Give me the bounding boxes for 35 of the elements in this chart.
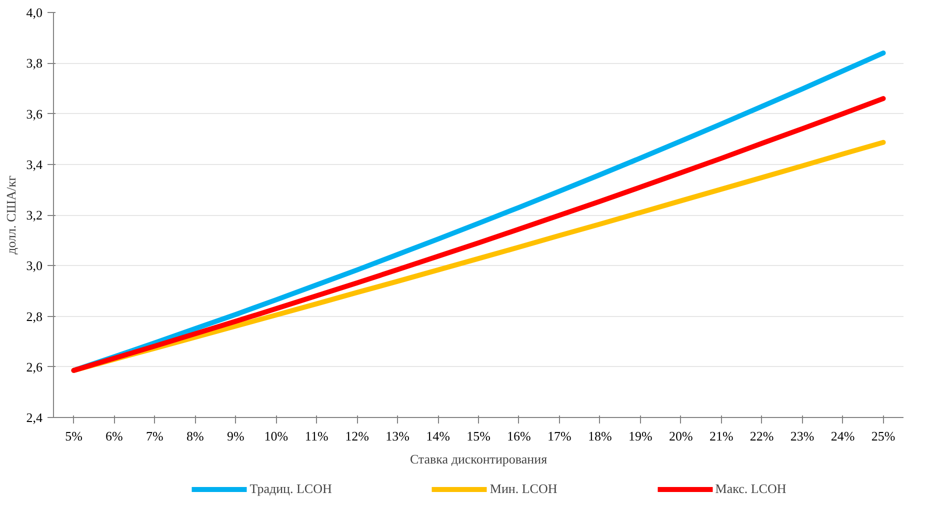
x-tick-label: 6% [106, 428, 124, 444]
x-tick-label: 5% [65, 428, 83, 444]
x-tick-label: 19% [628, 428, 652, 444]
x-tick-label: 17% [548, 428, 572, 444]
x-tick-label: 18% [588, 428, 612, 444]
legend-label: Мин. LCOH [490, 481, 558, 497]
legend-label: Макс. LCOH [715, 481, 786, 497]
y-tick-label: 3,8 [26, 56, 42, 71]
y-tick-label: 4,0 [26, 5, 42, 20]
x-tick-label: 21% [709, 428, 734, 444]
legend-label: Традиц. LCOH [250, 481, 332, 497]
x-tick-label: 10% [264, 428, 288, 444]
x-tick-label: 16% [507, 428, 532, 444]
x-tick-label: 24% [830, 428, 855, 444]
x-axis-title: Ставка дисконтирования [410, 452, 548, 466]
x-tick-label: 14% [426, 428, 450, 444]
x-tick-label: 20% [668, 428, 693, 444]
y-tick-label: 3,0 [26, 258, 42, 274]
y-axis-title: долл. США/кг [3, 176, 18, 254]
y-tick-label: 2,6 [26, 359, 43, 374]
y-tick-label: 2,4 [26, 410, 43, 425]
y-tick-label: 3,4 [26, 156, 43, 172]
x-tick-label: 25% [871, 428, 896, 444]
x-tick-label: 22% [750, 428, 774, 444]
x-tick-label: 23% [790, 428, 814, 444]
x-tick-label: 8% [186, 428, 204, 444]
x-tick-label: 12% [345, 428, 370, 444]
x-tick-label: 7% [146, 428, 164, 444]
y-tick-label: 3,6 [26, 106, 43, 122]
y-tick-label: 2,8 [26, 308, 42, 324]
x-tick-label: 11% [304, 428, 328, 444]
x-tick-label: 15% [466, 428, 491, 444]
y-tick-label: 3,2 [26, 208, 42, 222]
x-tick-label: 9% [226, 428, 244, 444]
x-tick-label: 13% [386, 428, 410, 444]
